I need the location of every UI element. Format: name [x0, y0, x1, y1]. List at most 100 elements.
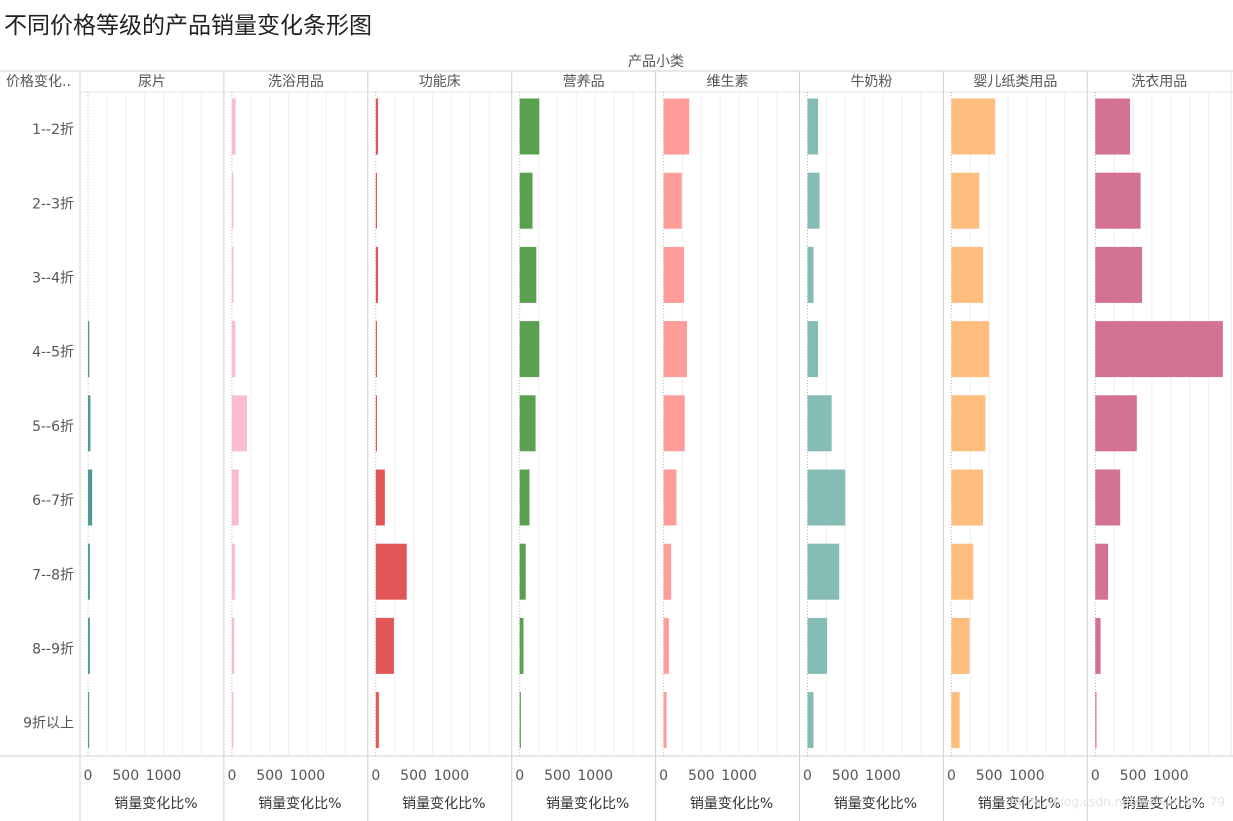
bar: [231, 692, 234, 749]
series-header-label: 营养品: [563, 74, 605, 90]
series-header-label: 尿片: [138, 74, 166, 90]
bar: [951, 692, 960, 749]
column-header-product-subcategory: 产品小类: [628, 54, 684, 70]
bar: [1095, 543, 1109, 600]
bar: [951, 469, 984, 526]
bar: [1095, 692, 1097, 749]
bar: [231, 172, 234, 229]
chart-title: 不同价格等级的产品销量变化条形图: [4, 13, 372, 39]
bar: [231, 395, 247, 452]
bar: [519, 543, 526, 600]
bar: [1095, 246, 1143, 303]
x-tick-label: 1000: [865, 768, 901, 784]
bar: [1095, 321, 1223, 378]
bar: [951, 395, 986, 452]
x-tick-label: 0: [515, 768, 524, 784]
bar: [375, 692, 379, 749]
x-axis-title: 销量变化比%: [546, 796, 629, 812]
x-tick-label: 1000: [433, 768, 469, 784]
bar: [375, 321, 377, 378]
bar: [807, 98, 819, 155]
bar: [807, 321, 819, 378]
x-tick-label: 0: [227, 768, 236, 784]
bar: [951, 321, 990, 378]
bar: [519, 395, 536, 452]
category-label: 3--4折: [32, 271, 74, 287]
series-header-label: 洗衣用品: [1131, 74, 1187, 90]
x-tick-label: 1000: [721, 768, 757, 784]
bar: [519, 692, 521, 749]
bar: [231, 617, 235, 674]
bar: [663, 98, 690, 155]
x-tick-label: 500: [832, 768, 859, 784]
category-label: 6--7折: [32, 493, 74, 509]
series-header-label: 洗浴用品: [268, 74, 324, 90]
bar: [231, 543, 235, 600]
bar: [375, 617, 394, 674]
category-label: 5--6折: [32, 419, 74, 435]
bar: [231, 321, 236, 378]
bar: [375, 246, 379, 303]
bar: [1095, 469, 1121, 526]
category-label: 8--9折: [32, 642, 74, 658]
series-header-label: 维生素: [707, 74, 749, 90]
bar: [1095, 98, 1131, 155]
bar: [231, 246, 234, 303]
category-label: 2--3折: [32, 196, 74, 212]
bar: [663, 246, 684, 303]
bar: [1095, 617, 1101, 674]
x-tick-label: 500: [112, 768, 139, 784]
x-axis-title: 销量变化比%: [978, 796, 1061, 812]
x-axis-title: 销量变化比%: [114, 796, 197, 812]
x-axis-title: 销量变化比%: [690, 796, 773, 812]
bar: [375, 543, 407, 600]
bar: [88, 469, 93, 526]
x-tick-label: 0: [803, 768, 812, 784]
bar: [519, 617, 524, 674]
bar: [663, 172, 682, 229]
bar: [88, 617, 90, 674]
bar: [663, 543, 672, 600]
x-axis-title: 销量变化比%: [258, 796, 341, 812]
bar: [375, 172, 377, 229]
bar: [807, 543, 840, 600]
bar: [951, 98, 996, 155]
x-tick-label: 500: [256, 768, 283, 784]
category-label: 1--2折: [32, 122, 74, 138]
bar: [519, 172, 533, 229]
bar: [519, 469, 530, 526]
bar: [807, 469, 846, 526]
x-tick-label: 1000: [577, 768, 613, 784]
label-layer: 尿片 0 500 1000 销量变化比% 洗浴用品 0 500 1000 销量变化比% 功能床 0 50…: [23, 74, 1205, 812]
bar: [1095, 172, 1141, 229]
bar-layer: [88, 98, 1223, 749]
x-axis-title: 销量变化比%: [1122, 796, 1205, 812]
row-header-price-change: 价格变化..: [6, 74, 71, 90]
bar: [231, 469, 239, 526]
x-tick-label: 500: [1120, 768, 1147, 784]
series-header-label: 婴儿纸类用品: [973, 74, 1057, 90]
bar: [519, 321, 540, 378]
bar: [375, 469, 385, 526]
bar: [88, 321, 90, 378]
category-label: 4--5折: [32, 345, 74, 361]
bar: [951, 172, 980, 229]
bar: [519, 246, 537, 303]
bar: [807, 246, 814, 303]
bar: [951, 543, 974, 600]
x-tick-label: 1000: [290, 768, 326, 784]
x-tick-label: 1000: [1153, 768, 1189, 784]
bar: [951, 246, 984, 303]
series-header-label: 牛奶粉: [850, 74, 892, 90]
x-tick-label: 500: [976, 768, 1003, 784]
bar: [807, 617, 828, 674]
bar: [1095, 395, 1137, 452]
bar: [807, 395, 832, 452]
bar: [807, 692, 814, 749]
watermark-text: https://blog.csdn.net/weixin_45...79: [1010, 795, 1225, 809]
bar: [231, 98, 236, 155]
x-tick-label: 1000: [1009, 768, 1045, 784]
x-tick-label: 0: [659, 768, 668, 784]
category-label: 9折以上: [23, 716, 74, 732]
